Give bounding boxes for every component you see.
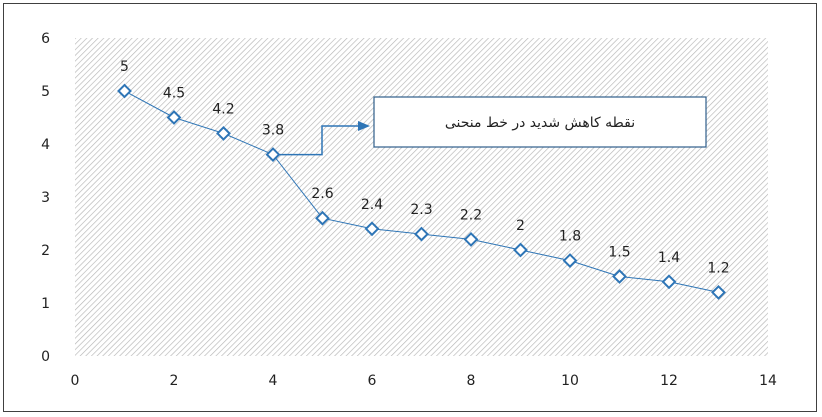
markers-group: [117, 83, 726, 300]
data-label: 1.2: [707, 260, 729, 276]
data-labels-group: 5 4.5 4.2 3.8 2.6 2.4 2.3 2.2 2 1.8 1.5 1.4 1.2: [120, 59, 730, 276]
annotation-box: [373, 96, 707, 148]
y-tick-label: 5: [41, 84, 50, 100]
x-tick-label: 10: [561, 373, 579, 389]
data-point-marker: [265, 147, 281, 163]
data-label: 2.4: [361, 197, 383, 213]
x-tick-label: 4: [269, 373, 278, 389]
data-label: 5: [120, 59, 129, 75]
data-label: 2.6: [311, 186, 333, 202]
data-point-marker: [711, 284, 726, 300]
data-label: 4.5: [163, 86, 185, 102]
data-point-marker: [414, 226, 429, 242]
y-tick-label: 2: [41, 243, 50, 259]
x-tick-label: 6: [368, 373, 377, 389]
data-label: 2.2: [460, 207, 482, 223]
data-point-marker: [315, 210, 330, 226]
annotation-arrow: [279, 125, 360, 156]
data-point-marker: [216, 125, 231, 141]
data-point-marker: [661, 274, 677, 290]
y-tick-label: 3: [41, 190, 50, 206]
annotation-text: نقطه کاهش شدید در خط منحنی: [445, 115, 635, 131]
x-axis-ticks: 0 2 4 6 8 10 12 14: [71, 373, 777, 389]
data-label: 3.8: [262, 123, 284, 139]
data-point-marker: [166, 110, 182, 125]
annotation-arrowhead: [358, 121, 370, 131]
data-point-marker: [117, 83, 132, 99]
annotation-group: نقطه کاهش شدید در خط منحنی: [279, 96, 707, 156]
plot-area: [75, 38, 768, 356]
x-tick-label: 8: [467, 373, 476, 389]
data-point-marker: [364, 221, 380, 237]
x-tick-label: 14: [759, 373, 777, 389]
y-tick-label: 6: [41, 31, 50, 47]
data-label: 1.8: [559, 229, 581, 245]
y-axis-ticks: 0 1 2 3 4 5 6: [41, 31, 50, 365]
y-tick-label: 1: [41, 296, 50, 312]
data-label: 4.2: [212, 101, 234, 117]
x-tick-label: 0: [71, 373, 80, 389]
data-label: 1.5: [608, 245, 630, 261]
data-point-marker: [562, 253, 578, 269]
x-tick-label: 2: [170, 373, 179, 389]
data-point-marker: [513, 242, 528, 258]
y-tick-label: 0: [41, 349, 50, 365]
y-tick-label: 4: [41, 137, 50, 153]
data-label: 1.4: [658, 250, 680, 266]
data-label: 2.3: [410, 202, 432, 218]
x-tick-label: 12: [660, 373, 678, 389]
data-point-marker: [463, 231, 479, 247]
data-point-marker: [612, 269, 627, 284]
data-label: 2: [516, 218, 525, 234]
